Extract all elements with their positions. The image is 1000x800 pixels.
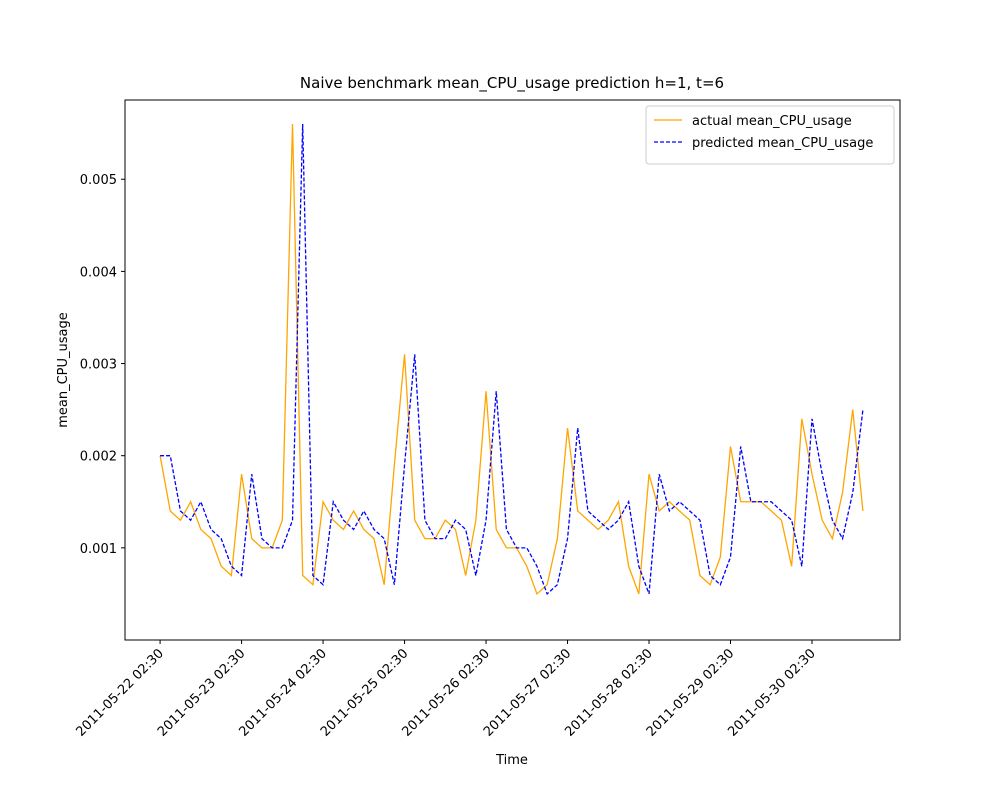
y-tick-label: 0.002 (80, 450, 117, 465)
y-tick-label: 0.004 (80, 265, 117, 280)
plot-frame (124, 99, 901, 641)
legend-label: predicted mean_CPU_usage (692, 136, 873, 151)
y-tick-label: 0.001 (80, 542, 117, 557)
chart-title: Naive benchmark mean_CPU_usage predictio… (300, 74, 724, 93)
series-line (160, 123, 864, 596)
y-tick-label: 0.005 (80, 173, 117, 188)
y-axis-label: mean_CPU_usage (56, 312, 71, 428)
series-line (159, 123, 864, 596)
legend-label: actual mean_CPU_usage (692, 114, 852, 129)
x-axis-label: Time (495, 753, 528, 768)
y-tick-label: 0.003 (80, 358, 117, 373)
legend-box (645, 105, 895, 165)
